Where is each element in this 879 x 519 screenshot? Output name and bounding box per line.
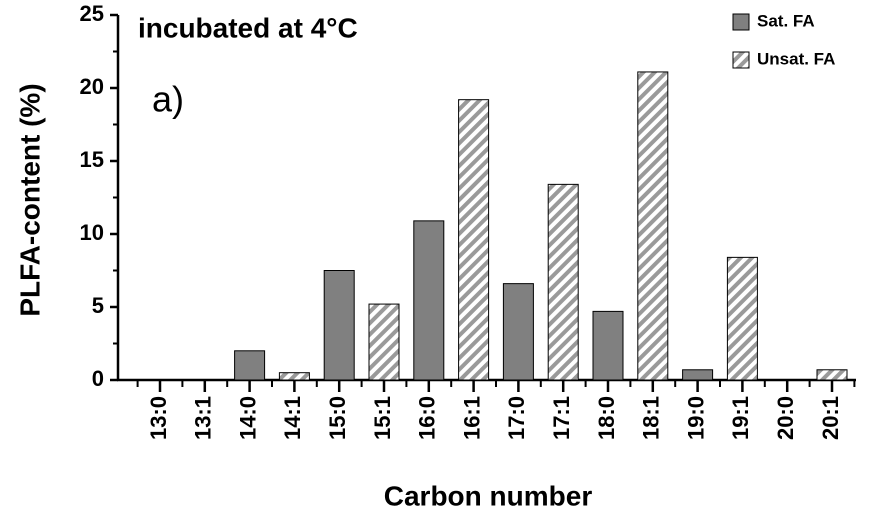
bar: [682, 369, 714, 381]
bar: [234, 350, 266, 381]
bar: [458, 99, 490, 381]
x-tick-label: 15:1: [370, 396, 395, 440]
y-tick-label: 20: [80, 74, 104, 99]
x-tick-label: 16:0: [415, 396, 440, 440]
y-tick-label: 10: [80, 220, 104, 245]
x-tick-label: 20:0: [773, 396, 798, 440]
y-tick-label: 5: [92, 293, 104, 318]
annotation: a): [152, 79, 184, 120]
x-tick-label: 17:1: [549, 396, 574, 440]
legend-swatch: [732, 13, 750, 31]
x-tick-label: 19:0: [683, 396, 708, 440]
bar: [413, 220, 445, 381]
y-tick-label: 25: [80, 1, 104, 26]
x-tick-label: 13:1: [191, 396, 216, 440]
bar: [502, 283, 534, 381]
x-tick-label: 14:1: [280, 396, 305, 440]
y-tick-label: 0: [92, 366, 104, 391]
x-tick-label: 19:1: [728, 396, 753, 440]
bar: [816, 369, 848, 381]
bar: [726, 256, 758, 381]
bar: [637, 71, 669, 381]
legend-swatch: [732, 51, 750, 69]
x-tick-label: 13:0: [146, 396, 171, 440]
y-tick-label: 15: [80, 147, 104, 172]
x-tick-label: 16:1: [459, 396, 484, 440]
legend-label: Unsat. FA: [757, 49, 835, 68]
x-tick-label: 17:0: [504, 396, 529, 440]
x-tick-label: 14:0: [235, 396, 260, 440]
x-tick-label: 20:1: [818, 396, 843, 440]
x-axis-title: Carbon number: [384, 480, 593, 511]
bar: [278, 372, 310, 381]
x-tick-label: 18:1: [639, 396, 664, 440]
bar: [368, 303, 400, 381]
bar: [547, 183, 579, 381]
x-tick-label: 15:0: [325, 396, 350, 440]
y-axis-title: PLFA-content (%): [14, 83, 45, 316]
bar: [592, 310, 624, 381]
legend-label: Sat. FA: [757, 11, 815, 30]
x-tick-label: 18:0: [594, 396, 619, 440]
bar: [323, 270, 355, 381]
chart-title: incubated at 4°C: [138, 12, 358, 43]
